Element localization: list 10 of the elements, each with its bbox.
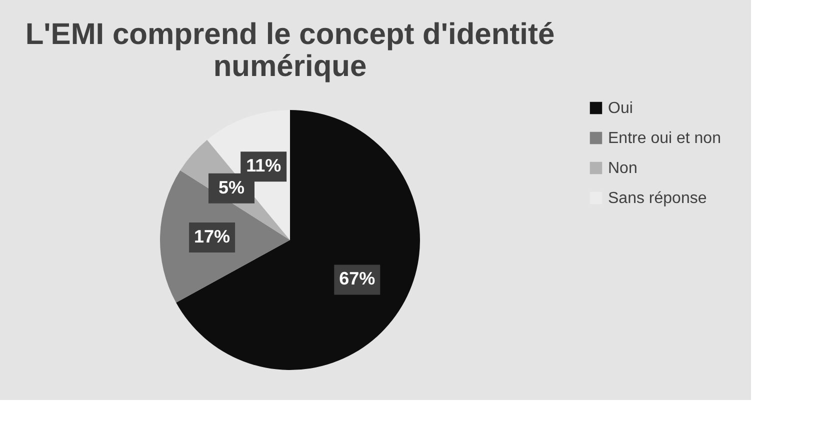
pie-slice — [176, 110, 420, 370]
data-label: 17% — [194, 226, 230, 247]
chart-title: L'EMI comprend le concept d'identité numérique — [25, 18, 555, 83]
data-label: 67% — [339, 268, 376, 289]
data-label: 5% — [218, 177, 244, 198]
legend-label: Non — [608, 160, 638, 177]
legend-label: Entre oui et non — [608, 130, 721, 147]
data-label: 11% — [246, 156, 282, 176]
legend-label: Sans réponse — [608, 190, 707, 207]
legend-label: Oui — [608, 100, 633, 117]
